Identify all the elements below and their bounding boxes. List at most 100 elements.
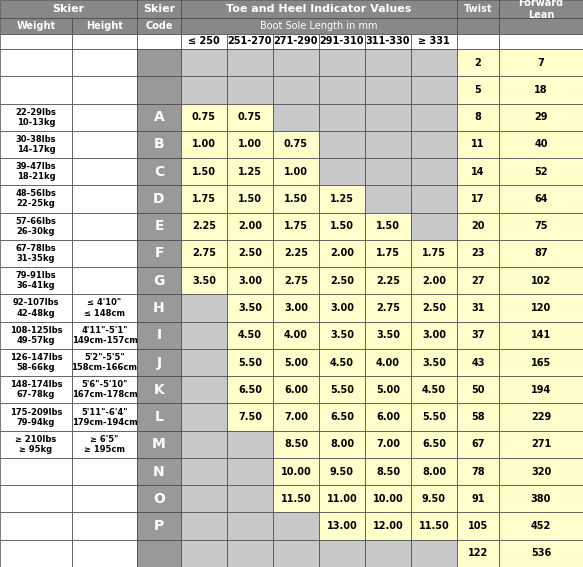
Bar: [273, 213, 319, 240]
Bar: [72, 349, 137, 376]
Text: 2.00: 2.00: [330, 248, 354, 259]
Bar: [457, 158, 499, 185]
Text: 0.75: 0.75: [192, 112, 216, 122]
Text: 11.50: 11.50: [419, 521, 449, 531]
Text: 105: 105: [468, 521, 488, 531]
Bar: [72, 267, 137, 294]
Text: 3.50: 3.50: [330, 330, 354, 340]
Bar: [137, 158, 181, 185]
Text: 3.50: 3.50: [192, 276, 216, 286]
Bar: [137, 540, 181, 567]
Text: 17: 17: [471, 194, 484, 204]
Bar: [411, 431, 457, 458]
Bar: [137, 131, 181, 158]
Bar: [411, 104, 457, 131]
Text: 380: 380: [531, 494, 551, 504]
Bar: [499, 77, 583, 104]
Text: 27: 27: [471, 276, 484, 286]
Bar: [273, 34, 319, 49]
Bar: [319, 321, 365, 349]
Bar: [411, 158, 457, 185]
Bar: [72, 18, 137, 34]
Bar: [365, 540, 411, 567]
Text: 175-209lbs
79-94kg: 175-209lbs 79-94kg: [10, 408, 62, 426]
Bar: [181, 540, 227, 567]
Bar: [457, 77, 499, 104]
Bar: [273, 240, 319, 267]
Bar: [181, 321, 227, 349]
Bar: [0, 513, 72, 540]
Text: 57-66lbs
26-30kg: 57-66lbs 26-30kg: [16, 217, 57, 236]
Text: 12.00: 12.00: [373, 521, 403, 531]
Bar: [411, 321, 457, 349]
Bar: [137, 240, 181, 267]
Text: 1.50: 1.50: [376, 221, 400, 231]
Bar: [411, 131, 457, 158]
Bar: [72, 213, 137, 240]
Text: 2.75: 2.75: [284, 276, 308, 286]
Bar: [319, 34, 365, 49]
Text: H: H: [153, 301, 165, 315]
Text: 452: 452: [531, 521, 551, 531]
Bar: [181, 294, 227, 321]
Text: 8.50: 8.50: [284, 439, 308, 449]
Bar: [72, 158, 137, 185]
Text: M: M: [152, 437, 166, 451]
Text: 1.75: 1.75: [376, 248, 400, 259]
Text: 271-290: 271-290: [274, 36, 318, 46]
Text: ≥ 210lbs
≥ 95kg: ≥ 210lbs ≥ 95kg: [15, 435, 57, 454]
Bar: [0, 104, 72, 131]
Text: 1.75: 1.75: [422, 248, 446, 259]
Text: A: A: [154, 110, 164, 124]
Text: 13.00: 13.00: [326, 521, 357, 531]
Bar: [457, 34, 499, 49]
Bar: [319, 349, 365, 376]
Text: Height: Height: [86, 21, 123, 31]
Text: 291-310: 291-310: [319, 36, 364, 46]
Bar: [227, 321, 273, 349]
Text: 11.00: 11.00: [326, 494, 357, 504]
Text: 18: 18: [534, 85, 548, 95]
Bar: [411, 34, 457, 49]
Text: 2.00: 2.00: [422, 276, 446, 286]
Text: 3.50: 3.50: [422, 358, 446, 367]
Bar: [319, 294, 365, 321]
Bar: [457, 294, 499, 321]
Text: 4.50: 4.50: [238, 330, 262, 340]
Bar: [365, 240, 411, 267]
Text: G: G: [153, 274, 164, 287]
Bar: [72, 376, 137, 404]
Text: D: D: [153, 192, 165, 206]
Bar: [457, 0, 499, 18]
Bar: [72, 485, 137, 513]
Text: 5'11"-6'4"
179cm-194cm: 5'11"-6'4" 179cm-194cm: [72, 408, 138, 426]
Bar: [0, 213, 72, 240]
Bar: [273, 349, 319, 376]
Bar: [227, 458, 273, 485]
Bar: [227, 158, 273, 185]
Bar: [499, 431, 583, 458]
Bar: [227, 404, 273, 431]
Bar: [365, 404, 411, 431]
Text: 2.00: 2.00: [238, 221, 262, 231]
Bar: [457, 213, 499, 240]
Text: 141: 141: [531, 330, 551, 340]
Text: 30-38lbs
14-17kg: 30-38lbs 14-17kg: [16, 135, 56, 154]
Text: 2.25: 2.25: [376, 276, 400, 286]
Bar: [319, 240, 365, 267]
Text: 3.00: 3.00: [330, 303, 354, 313]
Text: 1.25: 1.25: [238, 167, 262, 177]
Text: K: K: [154, 383, 164, 397]
Text: 4.00: 4.00: [284, 330, 308, 340]
Text: 52: 52: [534, 167, 548, 177]
Text: F: F: [154, 247, 164, 260]
Bar: [499, 104, 583, 131]
Text: Weight: Weight: [16, 21, 55, 31]
Bar: [411, 49, 457, 77]
Text: N: N: [153, 464, 165, 479]
Bar: [273, 404, 319, 431]
Bar: [0, 158, 72, 185]
Bar: [137, 0, 181, 18]
Bar: [499, 34, 583, 49]
Text: E: E: [154, 219, 164, 233]
